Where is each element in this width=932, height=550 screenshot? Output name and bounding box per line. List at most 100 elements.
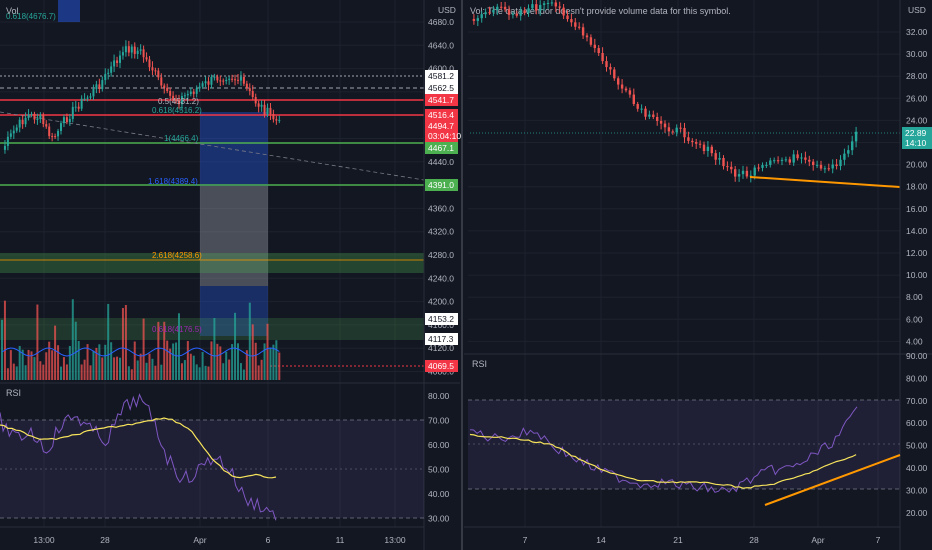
candle: [663, 123, 667, 128]
candle: [180, 96, 183, 105]
right-time-axis[interactable]: 7 14 21 28 Apr 7: [523, 535, 881, 545]
price-tick-label: 4.00: [906, 336, 923, 346]
candle: [216, 76, 219, 81]
volume-bar: [180, 363, 183, 380]
candle: [186, 94, 189, 96]
candle: [827, 168, 830, 170]
candle: [519, 10, 522, 16]
price-tick-label: 12.00: [906, 248, 928, 258]
right-rsi-axis[interactable]: 90.00 80.00 70.00 60.00 50.00 40.00 30.00 20.00: [906, 351, 928, 518]
candle: [225, 79, 228, 82]
candle: [192, 91, 195, 94]
candle: [62, 117, 65, 124]
candle: [74, 106, 77, 108]
candle: [160, 77, 163, 86]
time-tick-label: 11: [336, 535, 345, 545]
candle: [219, 80, 222, 82]
diagonal-dashed-line[interactable]: [0, 111, 425, 181]
volume-bar: [207, 366, 210, 380]
candle: [843, 153, 846, 160]
volume-bar: [154, 365, 157, 380]
price-tick-label: 20.00: [906, 160, 928, 170]
support-trendline[interactable]: [749, 176, 901, 188]
volume-bar: [42, 364, 45, 380]
candle: [480, 14, 483, 19]
rsi-tick-label: 70.00: [906, 396, 928, 406]
price-tag-bg: [425, 130, 458, 142]
volume-bar: [216, 343, 219, 380]
candle: [476, 18, 479, 21]
candle: [107, 72, 110, 74]
candle: [36, 118, 39, 120]
candle: [835, 164, 838, 167]
volume-bar: [60, 366, 62, 380]
left-chart[interactable]: 0.618(4676.7) 0.5(4531.2) 0.618(4516.2) …: [0, 0, 461, 550]
candle: [640, 108, 643, 110]
rsi-tick-label: 40.00: [906, 463, 928, 473]
candle: [65, 117, 68, 123]
volume-bar: [74, 321, 77, 380]
candle: [812, 161, 815, 166]
volume-bar: [234, 312, 237, 380]
right-chart[interactable]: Vol: The data vendor doesn't provide vol…: [461, 0, 932, 550]
candle: [269, 107, 272, 115]
volume-bar: [148, 353, 151, 380]
price-tick-label: 4600.0: [428, 64, 454, 74]
candle: [98, 84, 101, 90]
candle: [601, 53, 604, 62]
candle: [578, 26, 581, 28]
long-position-stop-zone: [200, 286, 268, 336]
candle: [145, 57, 148, 60]
candle: [121, 52, 124, 56]
candle: [278, 119, 281, 121]
candle: [624, 88, 628, 91]
left-candles[interactable]: [3, 40, 281, 154]
price-tag-bg: [425, 109, 458, 121]
candle: [839, 159, 842, 167]
rsi-tick-label: 80.00: [428, 391, 450, 401]
price-tag-bg: [425, 313, 458, 325]
candle: [166, 87, 169, 92]
candle: [539, 4, 542, 11]
candle: [531, 4, 534, 9]
volume-bar: [92, 350, 95, 380]
candle: [800, 157, 803, 159]
price-tick-label: 8.00: [906, 292, 923, 302]
candle: [245, 83, 248, 89]
right-candles[interactable]: [472, 0, 858, 183]
volume-bar: [71, 299, 74, 380]
left-rsi-axis[interactable]: 80.00 70.00 60.00 50.00 40.00 30.00: [428, 391, 450, 524]
volume-bar: [160, 364, 163, 380]
candle: [566, 15, 569, 20]
price-tick-label: 32.00: [906, 27, 928, 37]
candle: [86, 97, 89, 99]
volume-bar: [195, 364, 198, 380]
candle: [3, 145, 6, 150]
demand-zone-upper: [0, 253, 424, 273]
candle: [671, 131, 674, 133]
price-tag-bg: [425, 70, 458, 82]
price-tick-label: 4680.0: [428, 17, 454, 27]
candle: [104, 73, 107, 81]
candle: [234, 79, 237, 81]
fib-label: 1.618(4389.4): [148, 177, 198, 186]
volume-bar: [183, 360, 186, 380]
left-time-axis[interactable]: 13:00 28 Apr 6 11 13:00: [33, 535, 406, 545]
candle: [130, 46, 133, 53]
price-tick-label: 4120.0: [428, 343, 454, 353]
volume-bar: [127, 366, 130, 380]
time-tick-label: 7: [523, 535, 528, 545]
candle: [169, 91, 172, 96]
volume-bar: [124, 305, 127, 380]
volume-bar: [12, 363, 15, 380]
volume-bar: [45, 352, 48, 380]
rsi-tick-label: 90.00: [906, 351, 928, 361]
candle: [27, 114, 30, 118]
price-tick-label: 30.00: [906, 49, 928, 59]
candle: [702, 144, 706, 151]
rsi-trendline[interactable]: [764, 454, 901, 506]
candle: [24, 117, 27, 125]
volume-bar: [6, 368, 9, 380]
price-tick-label: 4280.0: [428, 250, 454, 260]
